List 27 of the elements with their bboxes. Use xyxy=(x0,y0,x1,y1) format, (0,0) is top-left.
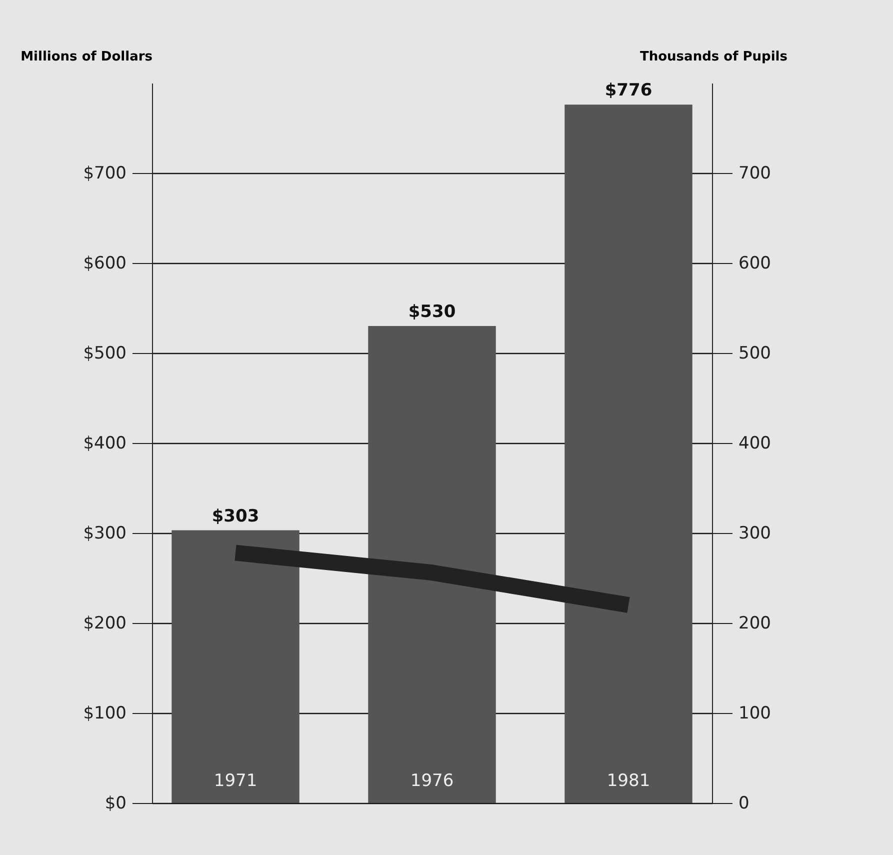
x-tick-label: 1971 xyxy=(214,771,258,791)
bar xyxy=(564,104,692,803)
y2-tick-label: 100 xyxy=(738,704,771,724)
y2-tick-label: 700 xyxy=(738,164,771,184)
y2-axis-title: Thousands of Pupils xyxy=(640,50,788,64)
y-tick-label: $600 xyxy=(83,254,126,274)
y-tick-label: $200 xyxy=(83,614,126,634)
y-tick-label: $100 xyxy=(83,704,126,724)
y2-tick-label: 300 xyxy=(738,524,771,544)
x-tick-label: 1981 xyxy=(606,771,650,791)
y-tick-label: $0 xyxy=(104,794,126,814)
y-tick-label: $700 xyxy=(83,164,126,184)
data-label: $776 xyxy=(604,80,652,101)
y2-tick-label: 500 xyxy=(738,344,771,364)
data-label: $303 xyxy=(212,506,260,526)
x-tick-label: 1976 xyxy=(410,771,454,791)
y2-tick-label: 600 xyxy=(738,254,771,274)
data-label: $530 xyxy=(408,302,456,322)
bar xyxy=(172,530,300,803)
y-tick-label: $300 xyxy=(83,524,126,544)
y2-tick-label: 200 xyxy=(738,614,771,634)
y-axis-title: Millions of Dollars xyxy=(20,50,153,64)
y-tick-label: $400 xyxy=(83,434,126,454)
y-tick-label: $500 xyxy=(83,344,126,364)
y2-tick-label: 400 xyxy=(738,434,771,454)
bar xyxy=(368,326,496,803)
y2-tick-label: 0 xyxy=(738,794,750,814)
